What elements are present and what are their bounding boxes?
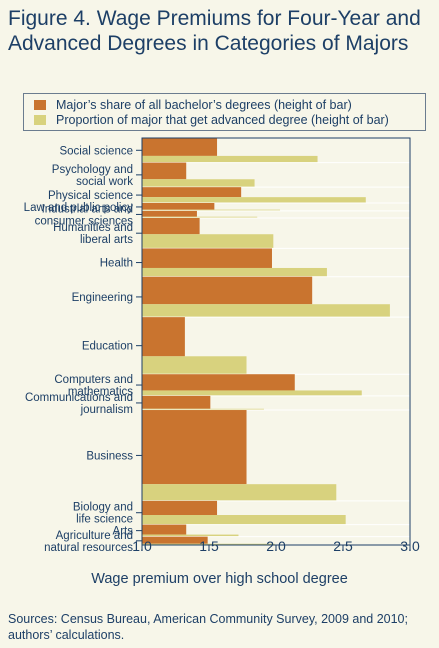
legend-item-advanced: Proportion of major that get advanced de…	[34, 113, 389, 127]
bar-share-agriculture-and-natural-resources	[142, 536, 208, 544]
bar-share-health	[142, 248, 272, 268]
bar-advanced-agriculture-and-natural-resources	[142, 543, 275, 545]
bar-advanced-business	[142, 484, 337, 501]
category-label-engineering: Engineering	[72, 292, 133, 304]
bar-share-communications-and-journalism	[142, 395, 211, 409]
bar-share-industrial-arts-and-consumer-sciences	[142, 210, 197, 217]
bar-advanced-industrial-arts-and-consumer-sciences	[142, 216, 258, 218]
bar-advanced-psychology-and-social-work	[142, 179, 255, 188]
bar-advanced-arts	[142, 534, 239, 537]
bar-advanced-computers-and-mathematics	[142, 390, 362, 396]
bar-advanced-social-science	[142, 155, 318, 163]
x-tick-label: 2.5	[333, 538, 353, 554]
bar-share-computers-and-mathematics	[142, 374, 295, 391]
bar-share-social-science	[142, 138, 218, 156]
category-label-health: Health	[100, 258, 133, 270]
category-label-education: Education	[82, 341, 133, 353]
bar-share-business	[142, 410, 247, 485]
legend: Major’s share of all bachelor’s degrees …	[23, 93, 426, 131]
bar-share-physical-science	[142, 187, 242, 198]
legend-label-share: Major’s share of all bachelor’s degrees …	[56, 98, 352, 112]
category-label-humanities-and-liberal-arts: Humanities and liberal arts	[53, 222, 133, 246]
bar-share-biology-and-life-science	[142, 500, 218, 516]
bar-share-engineering	[142, 276, 313, 305]
bar-advanced-biology-and-life-science	[142, 515, 346, 525]
bar-advanced-humanities-and-liberal-arts	[142, 234, 274, 249]
category-label-agriculture-and-natural-resources: Agriculture and natural resources	[44, 530, 133, 554]
x-tick-label: 2.0	[266, 538, 286, 554]
bar-advanced-engineering	[142, 304, 390, 318]
legend-swatch-advanced	[34, 115, 46, 125]
category-label-communications-and-journalism: Communications and journalism	[25, 392, 133, 416]
x-tick-label: 1.0	[132, 538, 152, 554]
bar-advanced-communications-and-journalism	[142, 408, 264, 411]
source-note: Sources: Census Bureau, American Communi…	[8, 612, 408, 642]
bar-share-arts	[142, 524, 187, 535]
legend-swatch-share	[34, 100, 46, 110]
category-label-business: Business	[86, 450, 133, 462]
x-tick-label: 1.5	[199, 538, 219, 554]
category-label-industrial-arts-and-consumer-sciences: Industrial arts and consumer sciences	[35, 203, 134, 227]
x-axis-title: Wage premium over high school degree	[91, 571, 348, 587]
bar-advanced-physical-science	[142, 197, 366, 203]
category-label-arts: Arts	[113, 526, 134, 538]
bar-share-humanities-and-liberal-arts	[142, 217, 200, 235]
category-label-computers-and-mathematics: Computers and mathematics	[54, 374, 133, 398]
bar-advanced-education	[142, 356, 247, 375]
category-label-biology-and-life-science: Biology and life science	[73, 502, 133, 526]
bar-share-psychology-and-social-work	[142, 162, 187, 180]
bar-share-law-and-public-policy	[142, 202, 215, 210]
chart-title: Figure 4. Wage Premiums for Four-Year an…	[8, 7, 421, 55]
category-label-physical-science: Physical science	[48, 190, 133, 202]
bar-advanced-health	[142, 267, 327, 277]
bar-share-education	[142, 317, 185, 357]
legend-label-advanced: Proportion of major that get advanced de…	[56, 113, 389, 127]
x-tick-label: 3.0	[400, 538, 420, 554]
category-label-social-science: Social science	[59, 145, 133, 157]
category-label-law-and-public-policy: Law and public policy	[24, 202, 134, 214]
legend-item-share: Major’s share of all bachelor’s degrees …	[34, 98, 352, 112]
bar-advanced-law-and-public-policy	[142, 209, 281, 211]
category-label-psychology-and-social-work: Psychology and social work	[52, 164, 133, 188]
